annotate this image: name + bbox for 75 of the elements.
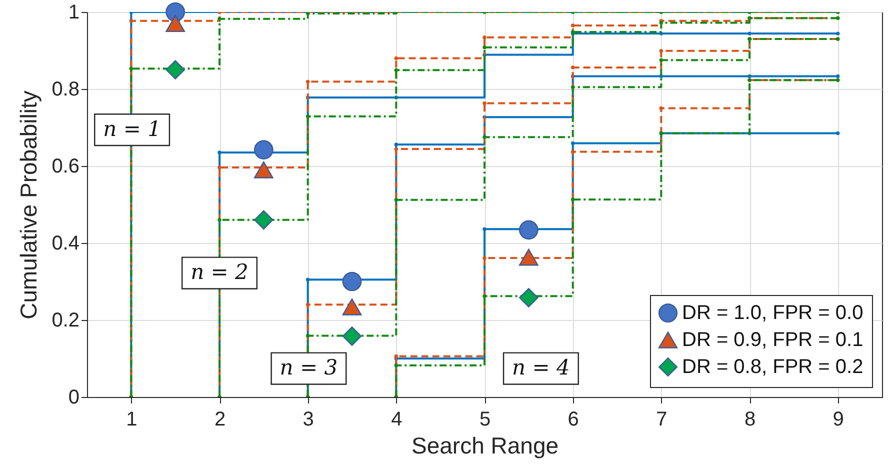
x-tick-label: 8 — [744, 408, 756, 430]
point — [482, 101, 486, 106]
y-tick-label: 0 — [68, 386, 80, 408]
annotation: n = 3 — [280, 356, 338, 380]
x-axis-title: Search Range — [411, 432, 559, 458]
point — [306, 302, 310, 306]
point — [254, 140, 274, 160]
point — [218, 150, 222, 154]
point — [166, 15, 186, 32]
point — [570, 198, 575, 202]
x-tick-label: 6 — [568, 408, 579, 430]
legend-label: DR = 0.9, FPR = 0.1 — [682, 329, 864, 351]
x-tick-label: 7 — [656, 408, 668, 430]
point — [218, 17, 222, 21]
legend-label: DR = 1.0, FPR = 0.0 — [682, 302, 864, 324]
x-tick-label: 1 — [126, 408, 138, 430]
point — [482, 135, 486, 139]
point — [218, 166, 222, 170]
y-tick-label: 0.8 — [52, 78, 80, 100]
point — [836, 131, 840, 136]
point — [306, 80, 310, 84]
x-tick-label: 2 — [214, 408, 226, 430]
point — [482, 294, 486, 298]
point — [570, 66, 575, 70]
point — [394, 68, 398, 72]
point — [836, 32, 840, 36]
point — [748, 74, 752, 78]
point — [394, 364, 398, 368]
x-tick-label: 5 — [479, 408, 491, 430]
point — [836, 74, 840, 78]
point — [306, 334, 310, 338]
x-tick-label: 9 — [832, 408, 844, 430]
point — [518, 220, 538, 240]
point — [570, 24, 575, 28]
point — [570, 85, 575, 89]
point — [218, 218, 222, 222]
y-tick-label: 0.4 — [52, 232, 80, 254]
point — [394, 142, 398, 146]
point — [129, 66, 134, 70]
point — [342, 272, 362, 292]
annotation: n = 4 — [512, 356, 570, 380]
point — [306, 114, 310, 118]
point — [659, 106, 664, 110]
x-tick-label: 4 — [391, 408, 402, 430]
point — [166, 60, 186, 80]
point — [394, 198, 398, 202]
point — [254, 161, 274, 178]
annotation: n = 2 — [190, 260, 248, 284]
point — [166, 2, 186, 22]
point — [342, 326, 362, 346]
y-tick-label: 0.6 — [52, 156, 80, 178]
y-tick-label: 0.2 — [52, 310, 80, 332]
point — [659, 49, 664, 53]
point — [129, 18, 134, 23]
point — [659, 58, 664, 62]
point — [254, 210, 274, 230]
point — [482, 36, 486, 40]
annotation: n = 1 — [103, 116, 161, 141]
y-tick-label: 1 — [68, 2, 80, 24]
point — [482, 256, 486, 260]
point — [394, 147, 398, 151]
point — [570, 150, 575, 154]
point — [342, 298, 362, 316]
legend-label: DR = 0.8, FPR = 0.2 — [682, 356, 864, 378]
point — [570, 141, 575, 146]
point — [306, 278, 310, 282]
point — [394, 354, 398, 358]
point — [748, 32, 752, 36]
x-tick-label: 3 — [302, 408, 314, 430]
point — [394, 56, 398, 60]
point — [482, 46, 486, 50]
point — [518, 288, 538, 308]
y-axis-title: Cumulative Probability — [16, 90, 42, 320]
point — [482, 227, 486, 232]
point — [518, 248, 538, 266]
